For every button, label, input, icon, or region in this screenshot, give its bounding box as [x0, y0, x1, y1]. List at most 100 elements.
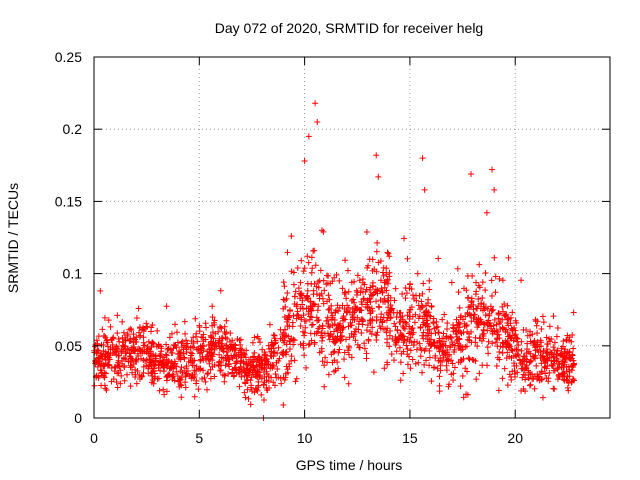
data-point [335, 365, 342, 372]
data-point [298, 257, 305, 264]
data-point [223, 317, 230, 324]
data-point [101, 382, 108, 389]
data-point [413, 346, 420, 353]
data-point [397, 332, 404, 339]
data-point [205, 370, 212, 377]
data-point [237, 345, 244, 352]
data-point [267, 352, 274, 359]
data-point [342, 289, 349, 296]
data-point [436, 382, 443, 389]
data-point [494, 354, 501, 361]
data-point [426, 354, 433, 361]
data-point [489, 166, 496, 173]
data-point [506, 341, 513, 348]
data-point [325, 292, 332, 299]
data-point [440, 354, 447, 361]
data-point [420, 329, 427, 336]
data-point [415, 302, 422, 309]
data-point [491, 186, 498, 193]
data-point [518, 277, 525, 284]
data-point [526, 382, 533, 389]
data-point [104, 339, 111, 346]
data-point [495, 310, 502, 317]
data-point [115, 336, 122, 343]
data-point [270, 341, 277, 348]
data-point [373, 268, 380, 275]
data-point [556, 373, 563, 380]
data-point [407, 329, 414, 336]
data-point [125, 358, 132, 365]
data-point [435, 357, 442, 364]
data-point [499, 339, 506, 346]
data-point [489, 328, 496, 335]
data-point [420, 335, 427, 342]
data-point [188, 375, 195, 382]
data-point [182, 384, 189, 391]
data-point [177, 349, 184, 356]
data-point [345, 323, 352, 330]
data-point [381, 365, 388, 372]
data-point [466, 356, 473, 363]
data-point [252, 368, 259, 375]
data-point [120, 346, 127, 353]
data-point [294, 308, 301, 315]
data-point [92, 360, 99, 367]
data-point [209, 329, 216, 336]
data-point [460, 394, 467, 401]
data-point [494, 343, 501, 350]
data-point [277, 375, 284, 382]
data-point [245, 356, 252, 363]
data-point [403, 321, 410, 328]
data-point [408, 325, 415, 332]
data-point [194, 338, 201, 345]
data-point [449, 341, 456, 348]
data-point [342, 336, 349, 343]
data-point [98, 350, 105, 357]
data-point [140, 369, 147, 376]
data-point [245, 370, 252, 377]
data-point [489, 340, 496, 347]
data-point [332, 338, 339, 345]
data-point [399, 290, 406, 297]
data-point [389, 335, 396, 342]
data-point [324, 330, 331, 337]
data-point [493, 362, 500, 369]
data-point [181, 354, 188, 361]
data-point [260, 381, 267, 388]
data-point [315, 317, 322, 324]
data-point [200, 367, 207, 374]
data-point [189, 350, 196, 357]
data-point [569, 378, 576, 385]
data-point [160, 386, 167, 393]
data-point [448, 335, 455, 342]
data-point [388, 350, 395, 357]
data-point [297, 279, 304, 286]
data-point [251, 334, 258, 341]
data-point [424, 317, 431, 324]
data-point [399, 323, 406, 330]
data-point [480, 335, 487, 342]
data-point [109, 341, 116, 348]
data-point [416, 340, 423, 347]
data-point [505, 333, 512, 340]
data-point [372, 331, 379, 338]
data-point [454, 265, 461, 272]
data-point [272, 350, 279, 357]
data-point [570, 345, 577, 352]
data-point [444, 356, 451, 363]
data-point [421, 186, 428, 193]
data-point [529, 371, 536, 378]
data-point [492, 339, 499, 346]
data-point [132, 371, 139, 378]
data-point [114, 330, 121, 337]
data-point [558, 364, 565, 371]
data-point [375, 259, 382, 266]
data-point [187, 344, 194, 351]
data-point [337, 320, 344, 327]
data-point [106, 354, 113, 361]
data-point [251, 349, 258, 356]
data-point [148, 343, 155, 350]
data-point [404, 255, 411, 262]
data-point [435, 329, 442, 336]
data-point [311, 301, 318, 308]
